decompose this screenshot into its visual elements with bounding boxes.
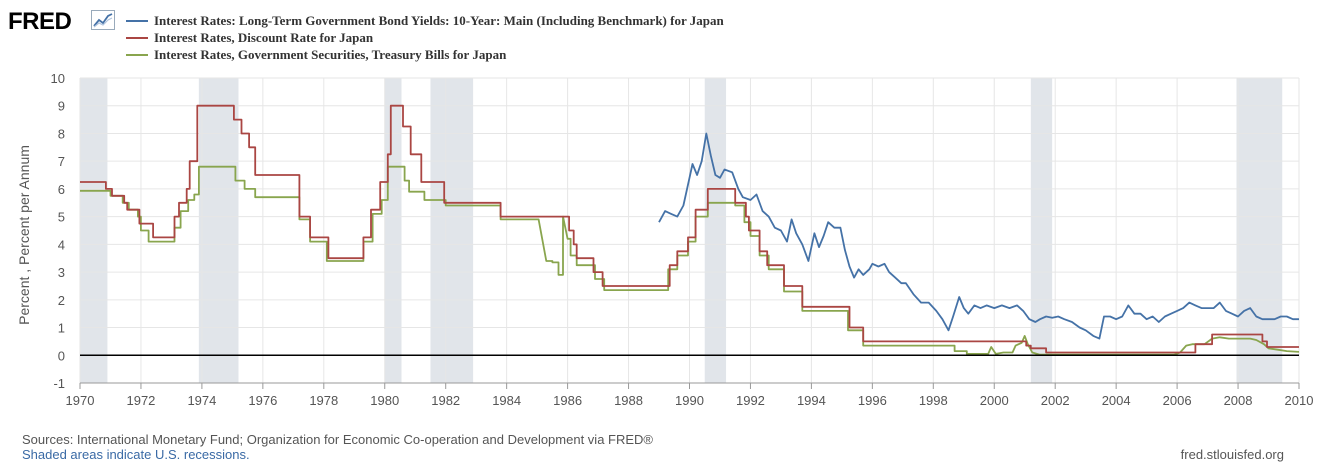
- series-lines: [80, 104, 1300, 356]
- legend-label: Interest Rates, Discount Rate for Japan: [154, 29, 374, 45]
- x-tick-label: 2004: [1102, 393, 1131, 408]
- x-tick-label: 2006: [1163, 393, 1192, 408]
- x-tick-label: 1990: [675, 393, 704, 408]
- fred-logo[interactable]: FRED: [8, 8, 72, 35]
- recession-band: [1236, 78, 1283, 383]
- x-tick-label: 2010: [1285, 393, 1314, 408]
- line-chart: -1 0 1 2 3 4 5 6 7 8 9 10 1970 1972 1974 1976 1978 1980 19…: [16, 71, 1314, 408]
- legend-label: Interest Rates: Long-Term Government Bon…: [154, 12, 724, 28]
- fred-url[interactable]: fred.stlouisfed.org: [1180, 447, 1284, 462]
- y-axis-label: Percent , Percent per Annum: [16, 145, 32, 325]
- recession-band: [384, 78, 402, 383]
- legend-item-discount-rate[interactable]: Interest Rates, Discount Rate for Japan: [126, 29, 724, 46]
- x-tick-label: 1970: [66, 393, 95, 408]
- y-tick-label: 10: [51, 71, 65, 86]
- y-tick-label: 9: [58, 99, 65, 114]
- chart-legend: Interest Rates: Long-Term Government Bon…: [126, 12, 724, 63]
- series-line-discount-rate: [80, 104, 1299, 354]
- legend-swatch: [126, 19, 148, 22]
- y-tick-label: -1: [53, 376, 65, 391]
- y-tick-label: 7: [58, 154, 65, 169]
- legend-item-treasury-bills[interactable]: Interest Rates, Government Securities, T…: [126, 46, 724, 63]
- recession-band: [430, 78, 474, 383]
- legend-swatch: [126, 36, 148, 39]
- y-tick-label: 6: [58, 182, 65, 197]
- x-tick-label: 1992: [736, 393, 765, 408]
- y-tick-label: 3: [58, 265, 65, 280]
- y-tick-label: 4: [58, 237, 65, 252]
- chart-line-icon: [91, 10, 115, 30]
- y-tick-label: 2: [58, 293, 65, 308]
- x-tick-label: 2002: [1041, 393, 1070, 408]
- y-tick-label: 8: [58, 126, 65, 141]
- x-tick-label: 2000: [980, 393, 1009, 408]
- recession-note: Shaded areas indicate U.S. recessions.: [22, 447, 250, 462]
- recession-band: [80, 78, 108, 383]
- x-tick-label: 1980: [370, 393, 399, 408]
- x-tick-label: 1974: [187, 393, 216, 408]
- x-tick-label: 1978: [309, 393, 338, 408]
- x-tick-label: 1984: [492, 393, 521, 408]
- x-tick-label: 1994: [797, 393, 826, 408]
- axes: -1 0 1 2 3 4 5 6 7 8 9 10 1970 1972 1974 1976 1978 1980 19…: [51, 71, 1314, 408]
- x-tick-label: 1996: [858, 393, 887, 408]
- x-tick-label: 1998: [919, 393, 948, 408]
- y-tick-label: 0: [58, 348, 65, 363]
- x-tick-label: 1982: [431, 393, 460, 408]
- recession-shading: [80, 78, 1283, 383]
- sources-text: Sources: International Monetary Fund; Or…: [22, 432, 654, 447]
- x-tick-label: 1972: [126, 393, 155, 408]
- x-tick-label: 1988: [614, 393, 643, 408]
- series-line-bond-yield: [658, 132, 1299, 340]
- legend-swatch: [126, 53, 148, 56]
- legend-item-bond-yield[interactable]: Interest Rates: Long-Term Government Bon…: [126, 12, 724, 29]
- recession-band: [1030, 78, 1053, 383]
- recession-band: [198, 78, 239, 383]
- y-tick-label: 5: [58, 210, 65, 225]
- legend-label: Interest Rates, Government Securities, T…: [154, 46, 507, 62]
- grid-lines: [79, 77, 1300, 384]
- recession-band: [704, 78, 727, 383]
- x-tick-label: 1976: [248, 393, 277, 408]
- y-tick-label: 1: [58, 321, 65, 336]
- x-tick-label: 1986: [553, 393, 582, 408]
- x-tick-label: 2008: [1224, 393, 1253, 408]
